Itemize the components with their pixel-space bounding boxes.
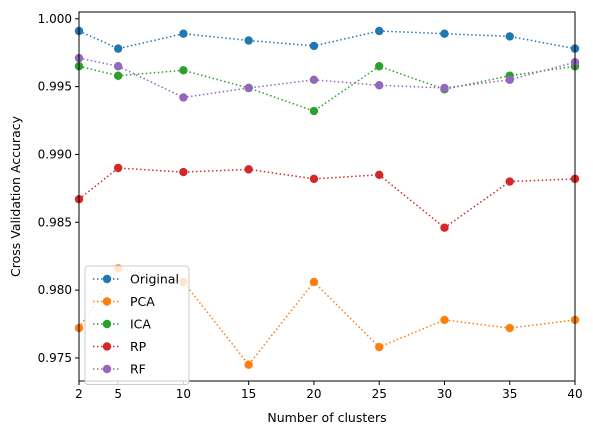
x-tick-label: 25 <box>372 387 387 401</box>
data-point-pca <box>440 315 449 325</box>
legend-box <box>84 265 190 385</box>
y-tick-label: 0.985 <box>38 215 72 229</box>
legend-label: RF <box>130 362 146 377</box>
y-tick-label: 0.990 <box>38 147 72 161</box>
data-point-original <box>113 44 123 53</box>
y-tick-label: 0.975 <box>38 351 72 365</box>
data-point-ica <box>179 66 188 75</box>
series-rp <box>74 163 580 232</box>
y-tick-label: 0.980 <box>38 283 72 297</box>
axes-frame <box>78 11 576 382</box>
legend-item-ica: ICA <box>93 317 151 332</box>
data-point-original <box>309 41 319 51</box>
y-tick-label: 1.000 <box>38 12 72 26</box>
x-axis-label: Number of clusters <box>267 410 386 425</box>
data-point-original <box>440 29 449 38</box>
x-tick-label: 35 <box>502 387 517 401</box>
data-point-rp <box>244 165 253 174</box>
data-point-rf <box>309 75 319 85</box>
series-rf <box>74 53 580 102</box>
legend-marker <box>102 297 112 306</box>
data-point-rf <box>113 62 123 71</box>
legend: Original PCA ICA RP RF <box>84 265 190 385</box>
legend-item-rp: RP <box>93 339 147 354</box>
legend-label: PCA <box>130 294 155 309</box>
data-point-pca <box>505 323 514 333</box>
x-tick-label: 20 <box>306 387 321 401</box>
data-point-ica <box>375 62 384 71</box>
legend-marker <box>102 319 112 329</box>
x-tick-label: 30 <box>437 387 452 401</box>
data-point-rf <box>244 83 253 93</box>
y-axis-label: Cross Validation Accuracy <box>8 115 23 277</box>
data-point-ica <box>113 71 123 80</box>
data-point-rp <box>113 163 123 173</box>
data-point-rp <box>179 167 188 177</box>
data-point-pca <box>375 342 384 352</box>
x-tick-label: 5 <box>114 387 122 401</box>
legend-marker <box>102 274 112 284</box>
legend-label: RP <box>130 339 147 354</box>
data-point-pca <box>244 360 253 369</box>
data-point-rf <box>375 81 384 90</box>
data-point-rp <box>440 223 449 232</box>
legend-label: Original <box>130 272 179 287</box>
data-point-pca <box>309 277 319 287</box>
data-point-original <box>179 29 188 38</box>
data-point-rp <box>309 174 319 184</box>
x-tick-label: 10 <box>176 387 191 401</box>
series-line-rp <box>78 167 576 229</box>
data-point-original <box>505 32 514 41</box>
legend-item-original: Original <box>93 272 179 287</box>
legend-item-pca: PCA <box>93 294 155 309</box>
data-point-rf <box>440 83 449 93</box>
data-point-original <box>375 26 384 36</box>
data-point-rp <box>375 170 384 179</box>
legend-item-rf: RF <box>93 362 146 377</box>
data-point-rp <box>505 177 514 186</box>
legend-marker <box>102 364 112 374</box>
y-tick-label: 0.995 <box>38 80 72 94</box>
legend-marker <box>102 342 112 351</box>
data-point-rf <box>505 75 514 85</box>
x-tick-label: 15 <box>241 387 256 401</box>
data-point-rf <box>179 93 188 102</box>
data-point-ica <box>309 106 319 116</box>
x-tick-label: 2 <box>75 387 83 401</box>
x-tick-label: 40 <box>567 387 582 401</box>
axes-layer: 2 5 10 15 20 25 30 35 400.9750.9800.9850.9900.99… <box>38 11 583 401</box>
data-point-original <box>244 36 253 45</box>
legend-label: ICA <box>130 317 151 332</box>
